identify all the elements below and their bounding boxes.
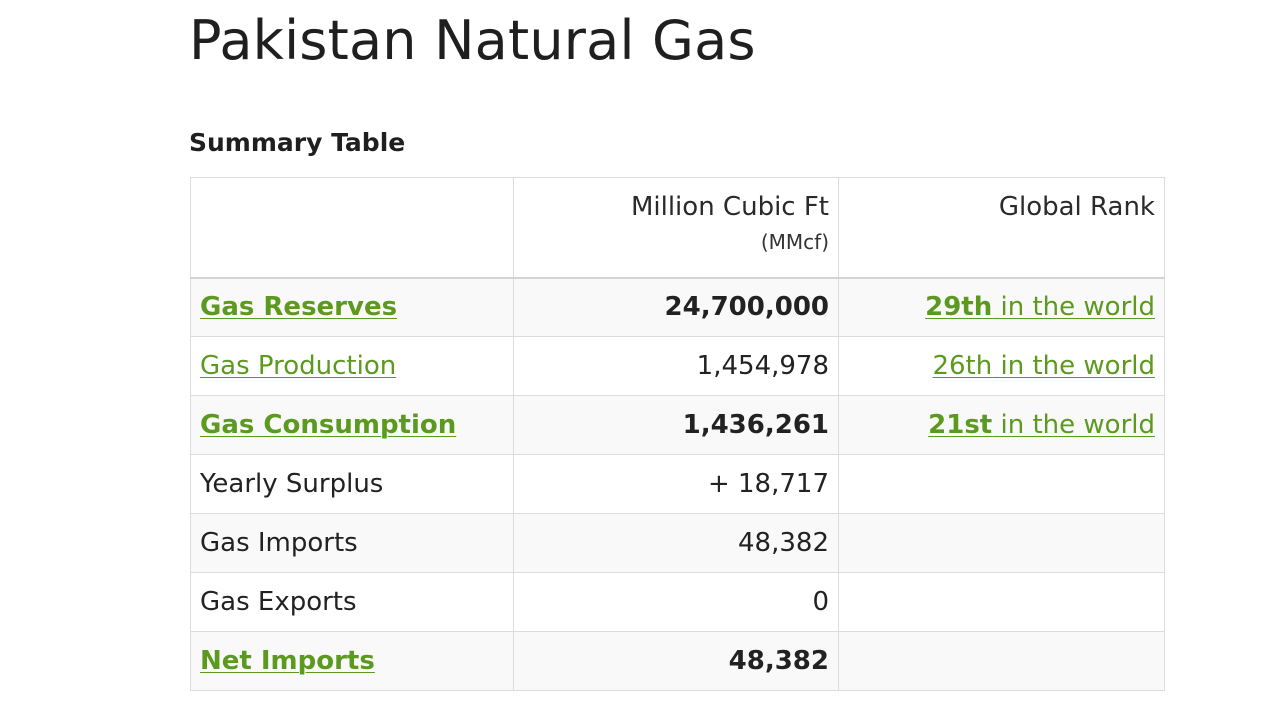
gas-production-link[interactable]: Gas Production [200, 351, 397, 381]
row-label-cell: Gas Consumption [190, 395, 514, 455]
rank-cell-empty [838, 513, 1165, 573]
rank-suffix: in the world [992, 292, 1155, 323]
gas-imports-value: 48,382 [513, 513, 839, 573]
table-row-gas-exports: Gas Exports 0 [190, 572, 1165, 632]
rank-cell: 21st in the world [838, 395, 1165, 455]
table-row-gas-imports: Gas Imports 48,382 [190, 513, 1165, 573]
rank-cell: 26th in the world [838, 336, 1165, 396]
rank-cell-empty [838, 631, 1165, 691]
row-label-cell: Gas Production [190, 336, 514, 396]
rank-number: 29th [925, 292, 993, 323]
gas-reserves-value: 24,700,000 [513, 277, 839, 337]
rank-number: 26th [932, 351, 993, 381]
row-label-cell: Net Imports [190, 631, 514, 691]
page-title: Pakistan Natural Gas [189, 9, 756, 72]
table-header-row: Million Cubic Ft (MMcf) Global Rank [190, 177, 1165, 279]
table-row-gas-reserves: Gas Reserves 24,700,000 29th in the worl… [190, 277, 1165, 337]
gas-consumption-link[interactable]: Gas Consumption [200, 410, 457, 440]
table-row-gas-production: Gas Production 1,454,978 26th in the wor… [190, 336, 1165, 396]
yearly-surplus-value: + 18,717 [513, 454, 839, 514]
summary-table: Million Cubic Ft (MMcf) Global Rank Gas … [190, 177, 1165, 691]
table-row-yearly-surplus: Yearly Surplus + 18,717 [190, 454, 1165, 514]
header-volume: Million Cubic Ft (MMcf) [513, 177, 839, 279]
section-heading: Summary Table [189, 128, 406, 157]
gas-production-value: 1,454,978 [513, 336, 839, 396]
yearly-surplus-label: Yearly Surplus [190, 454, 514, 514]
header-global-rank-label: Global Rank [998, 192, 1155, 222]
gas-exports-label: Gas Exports [190, 572, 514, 632]
gas-exports-value: 0 [513, 572, 839, 632]
gas-consumption-rank-link[interactable]: 21st in the world [928, 410, 1155, 440]
rank-cell-empty [838, 454, 1165, 514]
table-row-gas-consumption: Gas Consumption 1,436,261 21st in the wo… [190, 395, 1165, 455]
gas-consumption-value: 1,436,261 [513, 395, 839, 455]
gas-production-rank-link[interactable]: 26th in the world [932, 351, 1155, 381]
net-imports-link[interactable]: Net Imports [200, 646, 375, 676]
header-volume-label: Million Cubic Ft [630, 192, 829, 222]
row-label-cell: Gas Reserves [190, 277, 514, 337]
gas-imports-label: Gas Imports [190, 513, 514, 573]
rank-suffix: in the world [992, 351, 1155, 381]
header-empty-cell [190, 177, 514, 279]
net-imports-value: 48,382 [513, 631, 839, 691]
gas-reserves-rank-link[interactable]: 29th in the world [925, 292, 1155, 322]
rank-cell: 29th in the world [838, 277, 1165, 337]
gas-reserves-link[interactable]: Gas Reserves [200, 292, 398, 323]
table-row-net-imports: Net Imports 48,382 [190, 631, 1165, 691]
header-volume-unit: (MMcf) [760, 230, 829, 254]
header-global-rank: Global Rank [838, 177, 1165, 279]
rank-suffix: in the world [992, 410, 1155, 440]
rank-cell-empty [838, 572, 1165, 632]
rank-number: 21st [928, 410, 993, 440]
